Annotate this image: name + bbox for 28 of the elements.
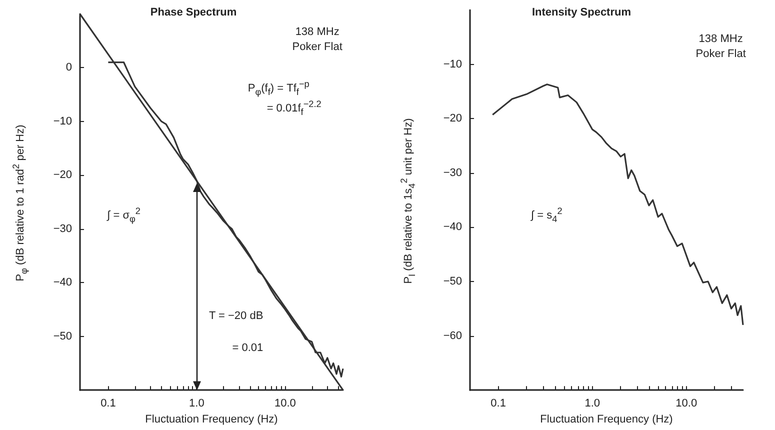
annotation: Poker Flat bbox=[696, 48, 746, 60]
y-tick-label: 0 bbox=[66, 62, 72, 74]
annotation: 138 MHz bbox=[295, 26, 340, 38]
x-axis-title: Fluctuation Frequency (Hz) bbox=[145, 414, 278, 426]
x-axis-title: Fluctuation Frequency (Hz) bbox=[540, 414, 673, 426]
x-tick-label: 0.1 bbox=[490, 398, 506, 410]
y-tick-label: −10 bbox=[443, 58, 462, 70]
annotation: 138 MHz bbox=[698, 32, 743, 45]
y-tick-label: −40 bbox=[443, 221, 462, 234]
x-tick-label: 10.0 bbox=[274, 398, 296, 410]
x-tick-label: 1.0 bbox=[584, 398, 600, 410]
y-tick-label: −50 bbox=[53, 330, 72, 342]
y-tick-label: −30 bbox=[53, 222, 72, 235]
y-tick-label: −60 bbox=[443, 330, 462, 342]
y-tick-label: −50 bbox=[443, 276, 462, 288]
chart-title: Intensity Spectrum bbox=[532, 6, 632, 18]
y-tick-label: −20 bbox=[53, 169, 72, 182]
x-tick-label: 10.0 bbox=[676, 398, 698, 410]
y-tick-label: −10 bbox=[53, 115, 72, 128]
y-tick-label: −20 bbox=[443, 112, 462, 125]
annotation: T = −20 dB bbox=[208, 310, 264, 322]
y-tick-label: −30 bbox=[443, 166, 462, 179]
x-tick-label: 1.0 bbox=[189, 398, 204, 410]
x-tick-label: 0.1 bbox=[100, 398, 116, 410]
annotation: Poker Flat bbox=[292, 41, 342, 54]
annotation: = 0.01 bbox=[232, 342, 264, 354]
y-tick-label: −40 bbox=[53, 276, 72, 289]
chart-title: Phase Spectrum bbox=[150, 6, 237, 18]
